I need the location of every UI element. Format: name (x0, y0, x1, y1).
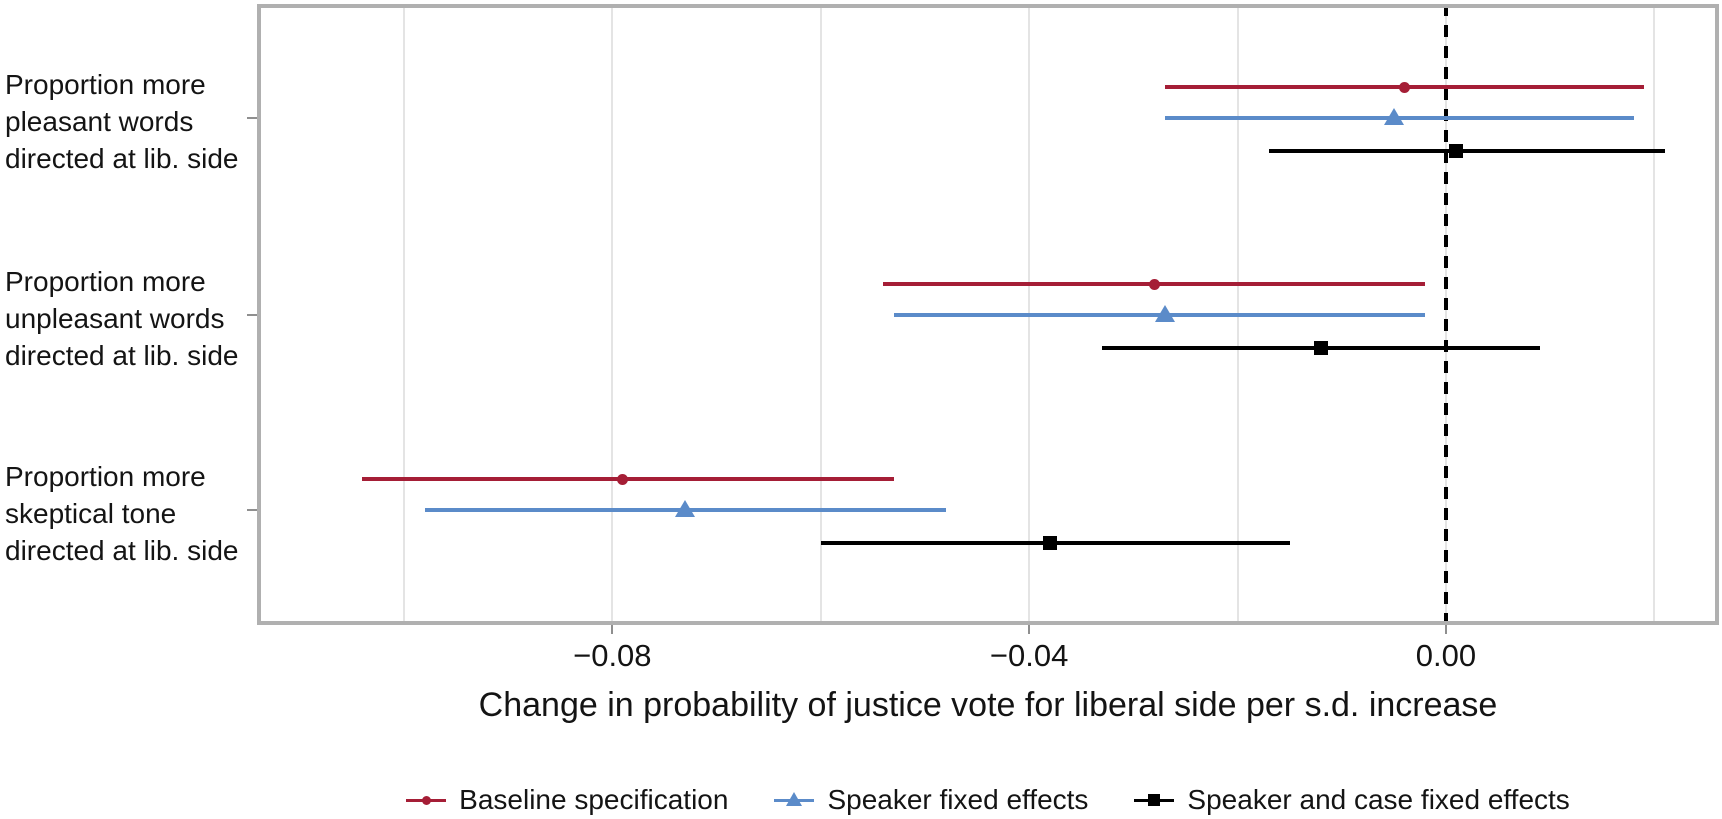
circle-marker-icon (617, 473, 629, 485)
category-label-line: Proportion more (5, 265, 206, 297)
triangle-marker-icon (1383, 108, 1404, 125)
legend-label: Speaker and case fixed effects (1187, 784, 1570, 815)
zero-reference-line (1443, 4, 1448, 625)
y-tick (247, 117, 257, 119)
x-tick (1444, 625, 1447, 634)
circle-marker-icon (1398, 81, 1410, 93)
category-label-line: directed at lib. side (5, 534, 239, 566)
x-tick (1028, 625, 1031, 634)
category-label-line: pleasant words (5, 105, 194, 137)
legend-key (1134, 789, 1175, 811)
y-axis-category-label: Proportion more skeptical tone directed at… (5, 453, 253, 573)
x-tick-label: −0.04 (989, 638, 1069, 673)
legend-circle-icon (421, 795, 431, 805)
square-marker-icon (1313, 341, 1328, 355)
y-axis-category-label: Proportion more pleasant words directed at… (5, 61, 253, 181)
legend-item: Speaker fixed effects (774, 784, 1088, 816)
legend: Baseline specification Speaker fixed effe… (257, 779, 1719, 819)
y-tick (247, 314, 257, 316)
legend-label: Baseline specification (459, 784, 729, 815)
x-tick (611, 625, 614, 634)
legend-key (406, 789, 447, 811)
legend-key (774, 789, 815, 811)
square-marker-icon (1449, 144, 1464, 158)
category-label-line: directed at lib. side (5, 339, 239, 371)
y-tick (247, 509, 257, 511)
legend-label: Speaker fixed effects (827, 784, 1089, 815)
legend-item: Speaker and case fixed effects (1134, 784, 1570, 816)
legend-triangle-icon (786, 792, 803, 806)
legend-item: Baseline specification (406, 784, 728, 816)
circle-marker-icon (1148, 278, 1160, 290)
x-tick-label: −0.08 (573, 638, 652, 673)
gridline (1653, 4, 1656, 625)
category-label-line: directed at lib. side (5, 142, 239, 174)
category-label-line: Proportion more (5, 460, 206, 492)
gridline (402, 4, 405, 625)
category-label-line: skeptical tone (5, 497, 177, 529)
triangle-marker-icon (1154, 305, 1175, 322)
x-tick-label: 0.00 (1415, 638, 1477, 673)
triangle-marker-icon (675, 500, 696, 517)
y-axis-category-label: Proportion more unpleasant words directed … (5, 258, 253, 378)
confidence-interval-line (1268, 149, 1665, 153)
category-label-line: unpleasant words (5, 302, 225, 334)
gridline (611, 4, 614, 625)
gridline (819, 4, 822, 625)
category-label-line: Proportion more (5, 68, 206, 100)
x-axis-title: Change in probability of justice vote fo… (478, 686, 1498, 724)
legend-square-icon (1148, 794, 1161, 806)
square-marker-icon (1043, 536, 1057, 550)
